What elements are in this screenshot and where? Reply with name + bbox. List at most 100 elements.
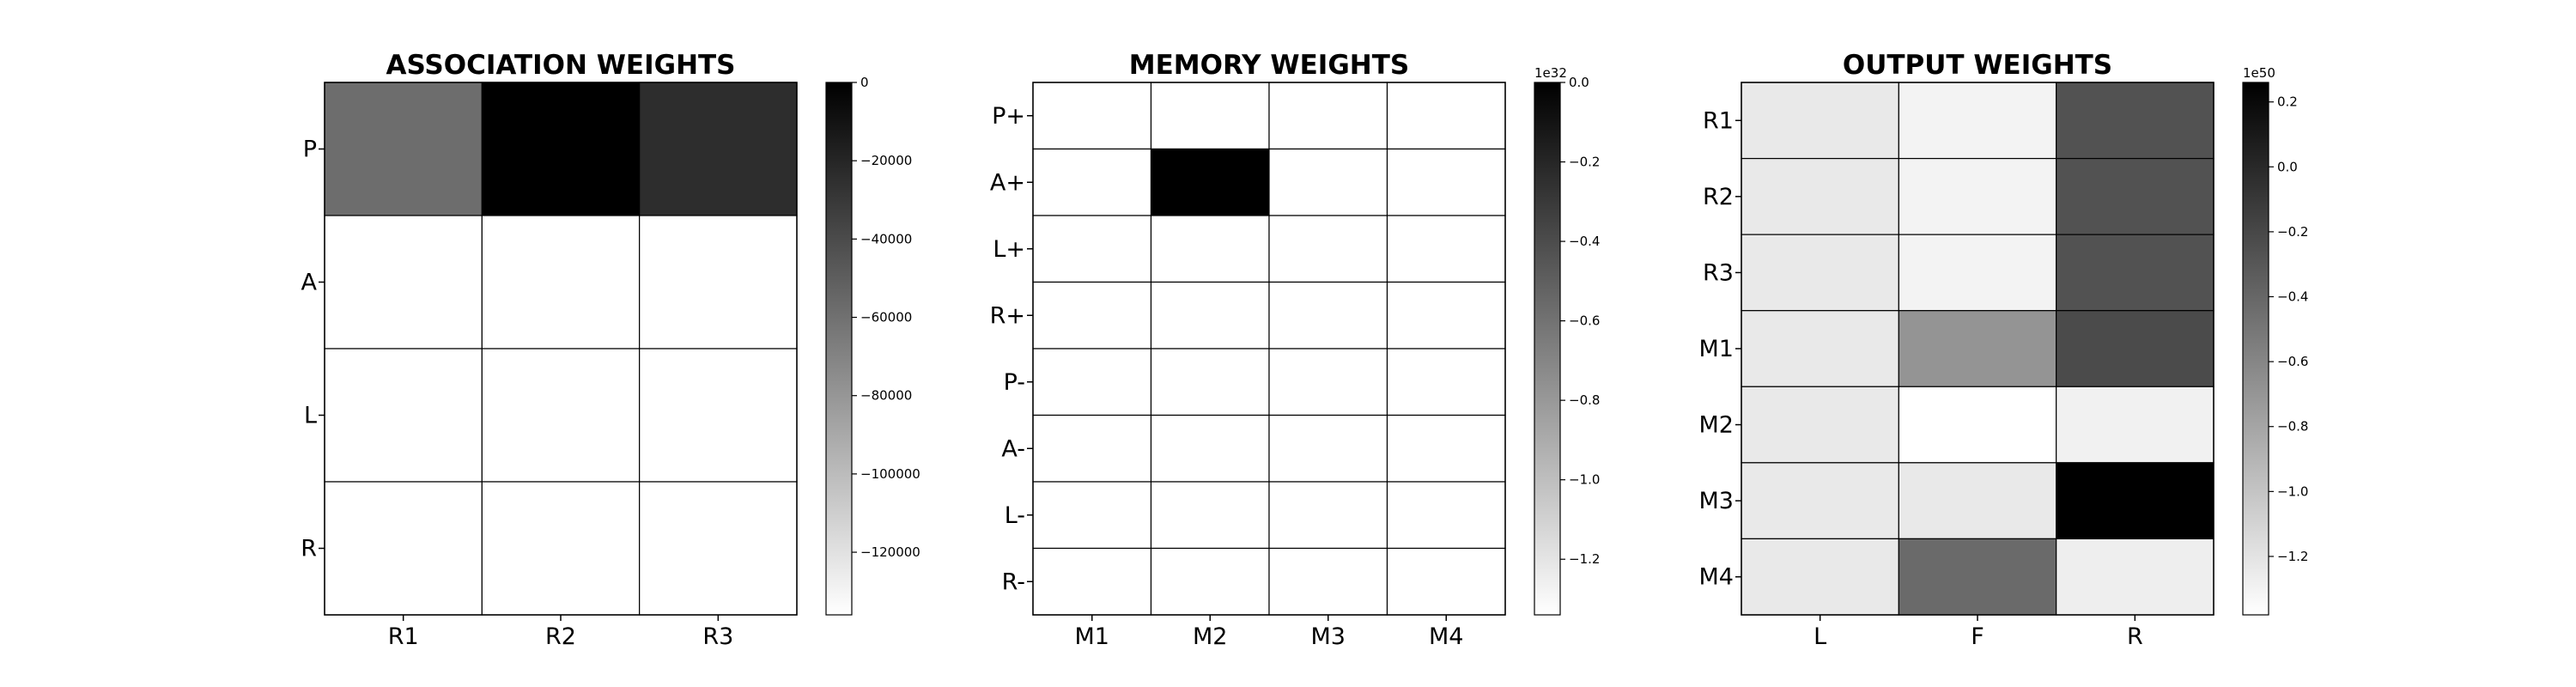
row-label-a-plus: A+ [990, 169, 1025, 196]
colorbar-tick-label: −40000 [860, 231, 912, 246]
colorbar-tick-label: 0.0 [1569, 75, 1589, 90]
colorbar-tick-label: −1.2 [1569, 551, 1600, 567]
heatmap-cell [324, 215, 483, 350]
heatmap-cell [1741, 538, 1899, 616]
heatmap-cell [481, 215, 641, 350]
heatmap-cell [1150, 348, 1270, 416]
col-label-r2: R2 [545, 623, 576, 650]
row-label-r1: R1 [1703, 107, 1734, 134]
row-label-r2: R2 [1703, 184, 1734, 210]
heatmap-cell [324, 348, 483, 483]
colorbar-tick-label: −1.0 [2277, 483, 2308, 499]
heatmap-cell [1268, 148, 1388, 216]
heatmap-cell [1386, 414, 1506, 483]
heatmap-cell [1741, 386, 1899, 464]
colorbar-tick-label: −0.6 [1569, 313, 1600, 329]
row-label-p-plus: P+ [992, 103, 1025, 130]
heatmap-cell [481, 348, 641, 483]
heatmap-cell [639, 348, 798, 483]
heatmap-cell [1268, 215, 1388, 283]
heatmap-title: ASSOCIATION WEIGHTS [386, 50, 735, 81]
row-label-l-plus: L+ [993, 236, 1025, 263]
heatmap-cell [1032, 281, 1152, 350]
row-label-r-plus: R+ [990, 302, 1025, 329]
heatmap-cell [1898, 82, 2057, 160]
heatmap-cell [639, 481, 798, 616]
heatmap-cell [1268, 547, 1388, 616]
heatmap-cell [1386, 481, 1506, 550]
heatmap-cell [639, 82, 798, 216]
heatmap-cell [2056, 82, 2215, 160]
row-label-m4: M4 [1699, 564, 1734, 591]
col-label-f: F [1971, 623, 1984, 650]
heatmap-cell [1032, 82, 1152, 150]
row-label-l: L [304, 403, 317, 429]
heatmap-panel-3: OUTPUT WEIGHTS R1 R2 R3 M1 M2 M3 M4 L F R 0.2 0.0 −0.… [1699, 50, 2309, 650]
heatmap-cell [1386, 82, 1506, 150]
heatmap-cell [481, 481, 641, 616]
heatmap-cell [1898, 386, 2057, 464]
heatmap-cell [2056, 234, 2215, 312]
heatmap-cell [1268, 414, 1388, 483]
colorbar-tick-label: −60000 [860, 310, 912, 325]
heatmap-cell [481, 82, 641, 216]
heatmap-cell [1032, 148, 1152, 216]
heatmap-cell [1268, 348, 1388, 416]
colorbar-tick-label: −0.2 [2277, 224, 2308, 240]
colorbar-tick-label: −100000 [860, 466, 920, 482]
colorbar [2242, 82, 2269, 616]
heatmap-cell [1898, 157, 2057, 235]
colorbar-tick-label: −120000 [860, 544, 920, 560]
heatmap-cell [1898, 538, 2057, 616]
row-label-p-minus: P- [1004, 369, 1025, 396]
heatmap-cell [1386, 148, 1506, 216]
colorbar-tick-label: −0.4 [2277, 289, 2308, 305]
heatmap-title: OUTPUT WEIGHTS [1843, 50, 2112, 81]
heatmap-cell [1032, 547, 1152, 616]
colorbar [1534, 82, 1561, 616]
heatmap-cell [1032, 481, 1152, 550]
row-label-r: R [301, 536, 317, 562]
heatmap-cell [1741, 157, 1899, 235]
col-label-m2: M2 [1193, 623, 1227, 650]
col-label-m3: M3 [1311, 623, 1346, 650]
col-label-m4: M4 [1429, 623, 1463, 650]
heatmap-cell [1032, 348, 1152, 416]
row-label-m2: M2 [1699, 412, 1734, 439]
row-label-r-minus: R- [1002, 568, 1025, 595]
heatmap-cell [324, 82, 483, 216]
colorbar-tick-label: −0.6 [2277, 354, 2308, 369]
colorbar-tick-label: −0.8 [1569, 392, 1600, 408]
colorbar-tick-label: −0.8 [2277, 419, 2308, 435]
heatmap-cell [2056, 310, 2215, 387]
heatmap-cell [2056, 462, 2215, 540]
row-label-a-minus: A- [1001, 435, 1025, 462]
heatmap-cell [1150, 215, 1270, 283]
heatmap-cell [324, 481, 483, 616]
heatmap-cell [2056, 157, 2215, 235]
colorbar [825, 82, 853, 616]
colorbar-tick-label: −0.4 [1569, 234, 1600, 249]
heatmap-cell [2056, 538, 2215, 616]
colorbar-tick-label: 0 [860, 75, 869, 90]
row-label-m3: M3 [1699, 488, 1734, 514]
heatmap-cell [1386, 348, 1506, 416]
colorbar-tick-label: −0.2 [1569, 155, 1600, 170]
heatmap-cell [1741, 310, 1899, 387]
heatmap-cell [1150, 148, 1270, 216]
row-label-r3: R3 [1703, 259, 1734, 286]
heatmap-cell [1741, 462, 1899, 540]
heatmap-cell [1741, 234, 1899, 312]
col-label-r: R [2127, 623, 2143, 650]
heatmap-cell [1150, 481, 1270, 550]
heatmap-title: MEMORY WEIGHTS [1129, 50, 1409, 81]
heatmap-cell [639, 215, 798, 350]
colorbar-exponent-label: 1e50 [2243, 65, 2275, 81]
row-label-l-minus: L- [1005, 502, 1025, 529]
heatmap-cell [1898, 462, 2057, 540]
col-label-l: L [1814, 623, 1826, 650]
heatmap-cell [1032, 414, 1152, 483]
colorbar-tick-label: −1.2 [2277, 549, 2308, 564]
colorbar-tick-label: −1.0 [1569, 472, 1600, 488]
